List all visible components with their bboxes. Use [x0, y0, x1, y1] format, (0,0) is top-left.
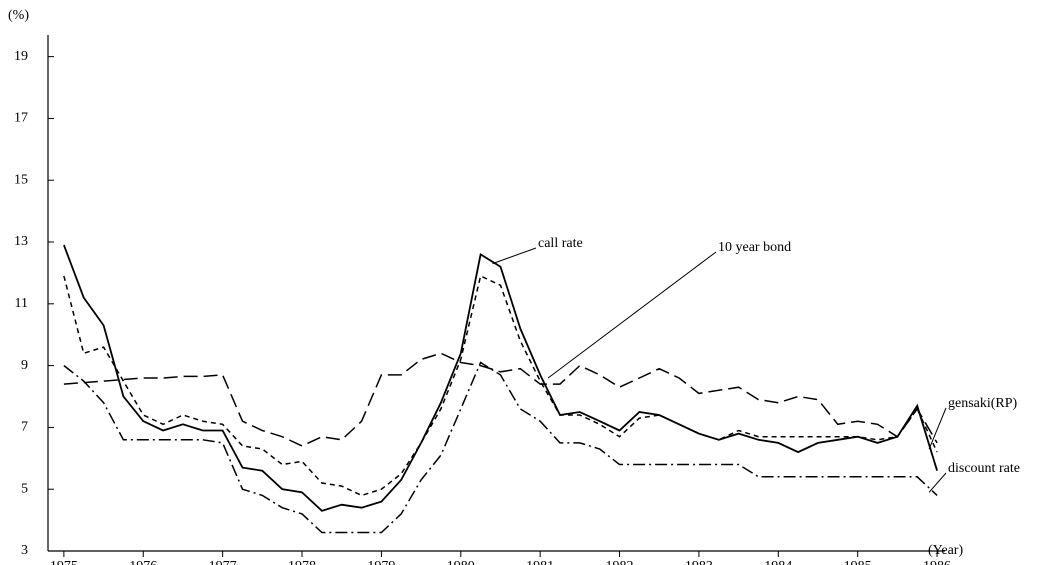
- x-tick-label: 1981: [526, 559, 554, 565]
- series-label: gensaki(RP): [948, 396, 1018, 411]
- leader-line: [928, 472, 947, 493]
- series-line: [63, 361, 938, 534]
- y-tick-label: 19: [14, 49, 28, 64]
- x-tick-label: 1985: [844, 559, 872, 565]
- y-tick-label: 3: [21, 543, 28, 558]
- y-tick-label: 5: [21, 481, 28, 496]
- y-tick-label: 15: [14, 172, 28, 187]
- series-label: 10 year bond: [718, 240, 791, 255]
- y-unit: (%): [8, 8, 29, 23]
- y-tick-label: 7: [21, 420, 28, 435]
- series-label: call rate: [538, 236, 583, 251]
- y-tick-label: 13: [14, 234, 28, 249]
- x-tick-label: 1980: [447, 559, 475, 565]
- y-tick-label: 11: [15, 296, 28, 311]
- x-tick-label: 1977: [209, 559, 237, 565]
- series-line: [63, 274, 938, 497]
- x-tick-label: 1975: [50, 559, 78, 565]
- leader-line: [547, 251, 717, 379]
- leader-line: [928, 407, 947, 450]
- series-line: [63, 244, 938, 512]
- y-tick-label: 17: [14, 111, 28, 126]
- y-tick-label: 9: [21, 358, 28, 373]
- x-tick-label: 1979: [367, 559, 395, 565]
- leader-line: [492, 247, 537, 265]
- x-tick-label: 1978: [288, 559, 316, 565]
- x-tick-label: 1986: [923, 559, 951, 565]
- series-line: [63, 352, 938, 447]
- x-tick-label: 1976: [129, 559, 157, 565]
- x-tick-label: 1983: [685, 559, 713, 565]
- x-tick-label: 1984: [764, 559, 792, 565]
- x-tick-label: 1982: [606, 559, 634, 565]
- series-label: discount rate: [948, 461, 1020, 476]
